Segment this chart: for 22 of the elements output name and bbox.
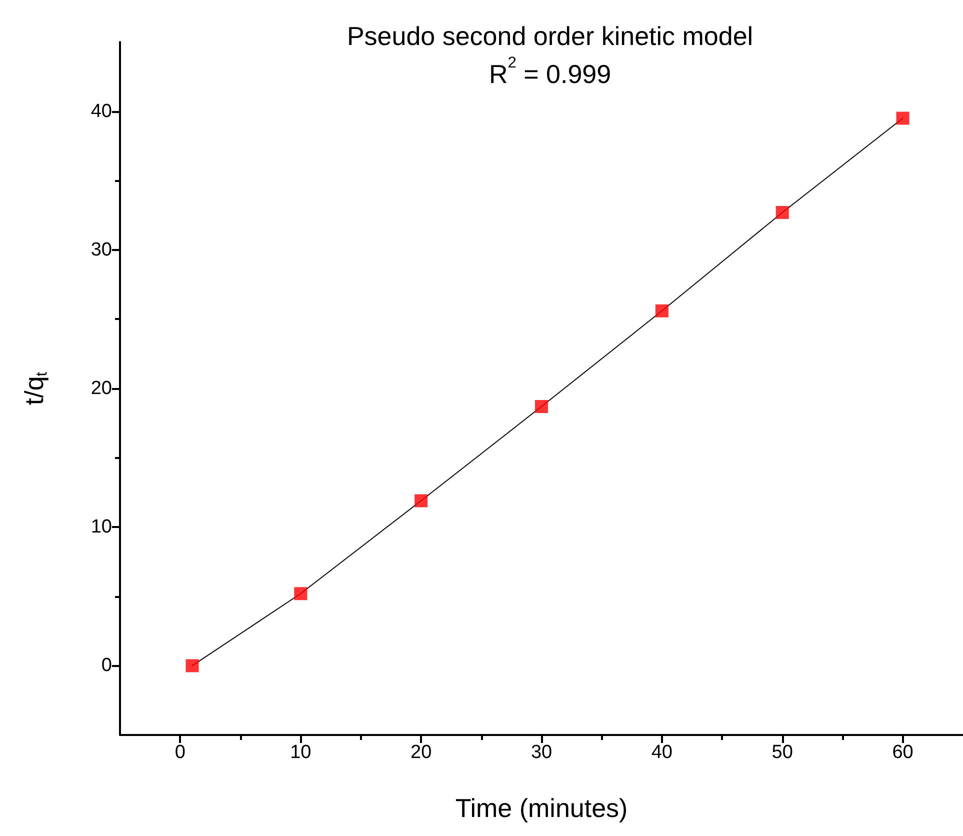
chart-title: Pseudo second order kinetic model bbox=[346, 21, 754, 51]
y-tick-label: 0 bbox=[101, 655, 112, 676]
point bbox=[294, 587, 308, 600]
point bbox=[896, 112, 910, 125]
y-tick-label: 20 bbox=[90, 378, 112, 399]
x-tick-label: 40 bbox=[651, 742, 672, 763]
y-tick-label: 40 bbox=[90, 100, 112, 122]
y-axis-title: t/qt bbox=[19, 371, 50, 406]
x-tick-label: 0 bbox=[174, 742, 186, 763]
x-tick-label: 50 bbox=[772, 742, 793, 763]
y-tick-label: 10 bbox=[90, 516, 112, 538]
x-axis-title: Time (minutes) bbox=[455, 793, 628, 823]
point bbox=[414, 494, 428, 508]
x-tick-label: 20 bbox=[410, 742, 432, 763]
point bbox=[655, 304, 668, 318]
point bbox=[186, 659, 199, 672]
x-tick-label: 30 bbox=[530, 742, 552, 763]
y-tick-label: 30 bbox=[90, 239, 112, 260]
point bbox=[535, 400, 548, 414]
point bbox=[776, 206, 789, 219]
x-tick-label: 10 bbox=[290, 742, 312, 763]
x-tick-label: 60 bbox=[892, 742, 914, 763]
